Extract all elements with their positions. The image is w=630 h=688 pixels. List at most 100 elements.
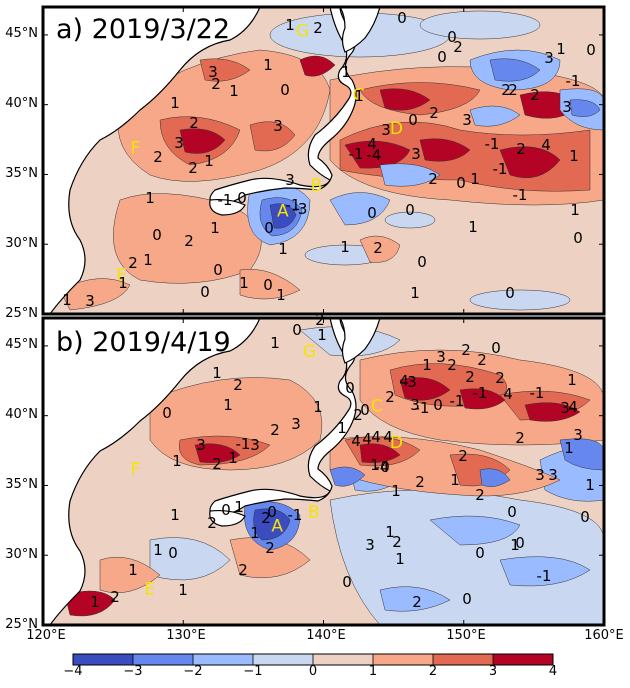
contour-label-1-78: 3 [410, 396, 420, 414]
contour-label-0-27: 1 [210, 219, 220, 237]
colorbar-segment-4 [313, 654, 373, 665]
contour-label-1-64: 4 [568, 398, 578, 416]
contour-label-0-45: 1 [569, 147, 579, 165]
contour-label-0-73: 2 [530, 86, 540, 104]
lon-label-150: 150°E [446, 628, 486, 643]
contour-label-0-49: 1 [470, 170, 480, 188]
contour-label-1-16: 1 [313, 398, 323, 416]
contour-label-1-37: 1 [170, 506, 180, 524]
contour-label-1-6: 1 [223, 396, 233, 414]
contour-label-1-13: 1 [228, 449, 238, 467]
contour-label-0-5: 2 [453, 38, 463, 56]
contour-label-1-11: 1 [172, 452, 182, 470]
contour-label-0-65: -1 [513, 186, 528, 204]
contour-label-1-84: 1 [567, 371, 577, 389]
contour-label-0-1: 1 [285, 16, 295, 34]
lat-label-a-40: 40°N [5, 96, 38, 111]
contour-label-0-39: 0 [408, 111, 418, 129]
contour-label-0-38: 1 [354, 87, 364, 105]
contour-label-0-32: 0 [367, 204, 377, 222]
contour-label-0-59: 1 [118, 274, 128, 292]
contour-label-1-68: -1 [473, 384, 488, 402]
contour-label-1-36: 2 [265, 539, 275, 557]
contour-label-1-70: 2 [495, 369, 505, 387]
colorbar-segment-1 [133, 654, 193, 665]
contour-label-0-60: 1 [143, 251, 153, 269]
region-label-0-0: G [296, 21, 309, 41]
contour-label-1-28: 2 [415, 473, 425, 491]
axis-ticks [42, 7, 605, 626]
contour-label-0-22: -1 [218, 191, 233, 209]
contour-label-0-53: 1 [410, 284, 420, 302]
contour-label-1-79: -1 [415, 399, 430, 417]
cbar-label-4: 4 [548, 664, 558, 679]
contour-label-1-0: 0 [292, 321, 302, 339]
region-label-1-1: C [371, 396, 383, 416]
contour-label-0-67: 2 [501, 81, 511, 99]
contour-label-1-58: 3 [548, 466, 558, 484]
contour-label-0-12: 3 [174, 134, 184, 152]
region-label-0-1: C [353, 85, 365, 105]
contour-label-1-24: 4 [383, 428, 393, 446]
contour-label-1-50: 0 [507, 503, 517, 521]
lat-label-b-40: 40°N [5, 407, 38, 422]
contour-label-1-4: 1 [212, 364, 222, 382]
contour-label-0-72: 0 [586, 41, 596, 59]
contour-label-1-8: 3 [196, 436, 206, 454]
contour-label-0-63: 1 [62, 291, 72, 309]
contour-label-1-65: 3 [560, 399, 570, 417]
contour-label-0-75: 1 [341, 63, 351, 81]
contour-label-0-41: 3 [462, 111, 472, 129]
contour-label-1-62: 1 [564, 439, 574, 457]
contour-label-1-53: 2 [475, 486, 485, 504]
contour-label-1-25: -4 [375, 458, 390, 476]
panel-b-map [43, 318, 604, 625]
contour-label-0-10: 3 [208, 63, 218, 81]
contour-label-0-9: 1 [170, 94, 180, 112]
colorbar [72, 653, 554, 666]
contour-label-1-47: 1 [385, 523, 395, 541]
contour-label-1-32: 0 [221, 501, 231, 519]
cbar-label-0: 0 [308, 664, 318, 679]
lat-label-b-25: 25°N [5, 617, 38, 632]
contour-label-0-4: 0 [437, 48, 447, 66]
contour-label-0-68: 3 [562, 98, 572, 116]
contour-label-0-34: -1 [349, 145, 364, 163]
contour-label-1-83: 2 [465, 368, 475, 386]
colorbar-segment-7 [493, 654, 553, 665]
contour-label-0-8: 1 [229, 82, 239, 100]
cbar-label-3: 3 [488, 664, 498, 679]
contour-label-1-52: 1 [510, 536, 520, 554]
contour-label-0-42: -1 [485, 135, 500, 153]
region-label-1-4: B [308, 503, 320, 523]
contour-label-1-86: 2 [412, 593, 422, 611]
contour-label-0-25: 0 [152, 226, 162, 244]
contour-label-0-51: 0 [573, 229, 583, 247]
contour-label-0-54: 1 [276, 286, 286, 304]
contour-label-0-71: 1 [556, 40, 566, 58]
colorbar-segment-5 [373, 654, 433, 665]
contour-label-0-18: 1 [145, 189, 155, 207]
contour-label-0-24: 3 [285, 171, 295, 189]
contour-label-1-3: 1 [270, 334, 280, 352]
contour-label-1-46: 3 [365, 536, 375, 554]
contour-label-0-16: 2 [188, 159, 198, 177]
lat-label-b-45: 45°N [5, 337, 38, 352]
cbar-label-1: 1 [368, 664, 378, 679]
contour-label-1-7: 0 [162, 404, 172, 422]
contour-label-1-80: 0 [433, 396, 443, 414]
region-label-0-5: A [277, 201, 289, 221]
contour-label-0-3: 0 [397, 9, 407, 27]
lon-label-130: 130°E [166, 628, 206, 643]
contour-label-1-55: 0 [475, 544, 485, 562]
contour-label-1-35: 1 [250, 524, 260, 542]
contour-label-1-87: 0 [462, 590, 472, 608]
contour-label-1-30: -1 [288, 506, 303, 524]
contour-label-1-56: 2 [458, 447, 468, 465]
contour-label-1-19: 0 [360, 401, 370, 419]
contour-label-0-0: 2 [313, 19, 323, 37]
contour-label-0-62: 3 [85, 292, 95, 310]
contour-label-0-57: 0 [200, 283, 210, 301]
contour-label-1-18: 2 [353, 406, 363, 424]
